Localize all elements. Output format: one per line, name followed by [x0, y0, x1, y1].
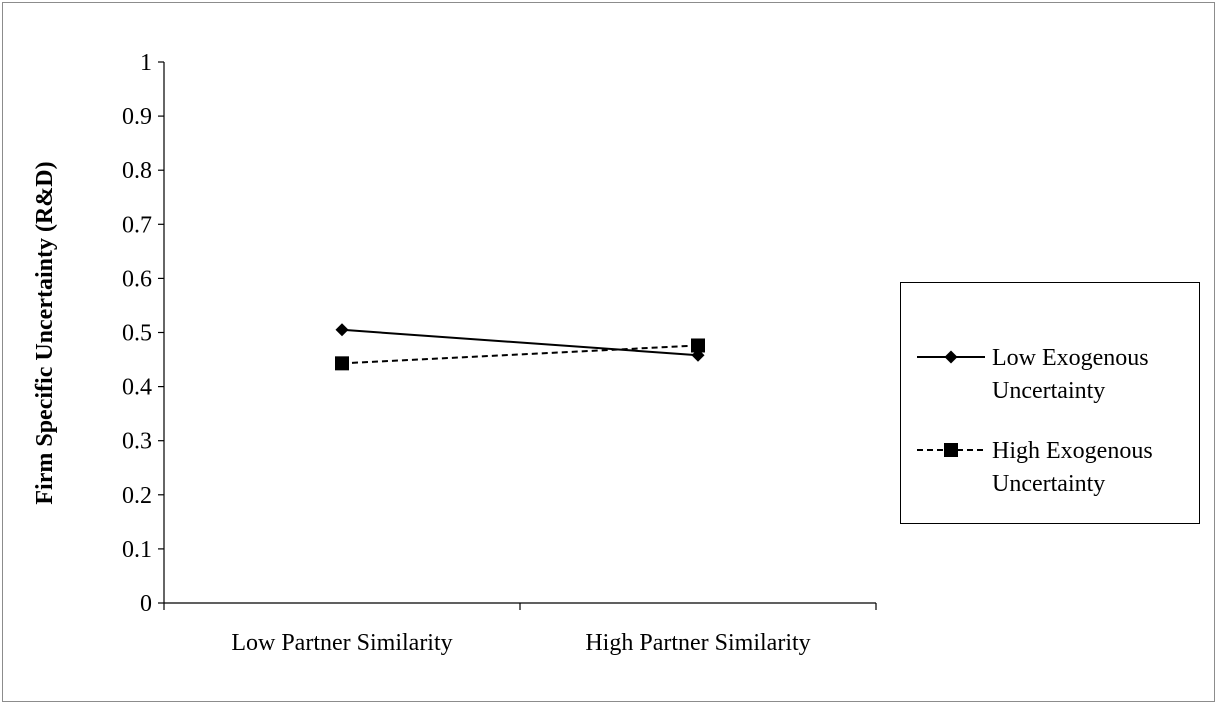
- x-tick-label: Low Partner Similarity: [231, 630, 452, 656]
- y-ticks: 0 0.1 0.2 0.3 0.4 0.5 0.6 0.7 0.8 0.9 1: [122, 50, 164, 617]
- legend-box: [900, 282, 1200, 524]
- series-layer: [335, 323, 705, 371]
- legend-marker-square: [944, 443, 958, 457]
- data-point-diamond: [335, 323, 349, 337]
- legend-label: Uncertainty: [992, 378, 1105, 404]
- legend-item: High Exogenous Uncertainty: [917, 438, 1153, 497]
- plot-area: 0 0.1 0.2 0.3 0.4 0.5 0.6 0.7 0.8 0.9 1 Low Partne…: [122, 50, 877, 656]
- y-tick-label: 0.2: [122, 483, 152, 509]
- legend-item: Low Exogenous Uncertainty: [917, 345, 1149, 404]
- legend-label: Uncertainty: [992, 471, 1105, 497]
- series-line: [341, 328, 699, 357]
- y-tick-label: 0.9: [122, 104, 152, 130]
- legend: Low Exogenous Uncertainty High Exogenous Un…: [900, 282, 1200, 524]
- legend-label: Low Exogenous: [992, 345, 1149, 371]
- y-tick-label: 0.8: [122, 158, 152, 184]
- y-tick-label: 0.5: [122, 321, 152, 347]
- legend-label: High Exogenous: [992, 438, 1153, 464]
- y-tick-label: 0.7: [122, 212, 152, 238]
- y-tick-label: 0.3: [122, 429, 152, 455]
- y-tick-label: 0.1: [122, 537, 152, 563]
- y-tick-label: 0.6: [122, 266, 152, 292]
- x-tick-label: High Partner Similarity: [585, 630, 810, 656]
- data-point-square: [335, 356, 349, 371]
- series-1: [335, 338, 705, 371]
- x-ticks: Low Partner Similarity High Partner Simil…: [163, 603, 877, 656]
- y-axis-title: Firm Specific Uncertainty (R&D): [32, 161, 58, 504]
- y-tick-label: 1: [140, 50, 152, 76]
- y-tick-label: 0: [140, 591, 152, 617]
- data-point-square: [691, 338, 705, 353]
- y-tick-label: 0.4: [122, 375, 152, 401]
- legend-marker-diamond: [944, 350, 958, 364]
